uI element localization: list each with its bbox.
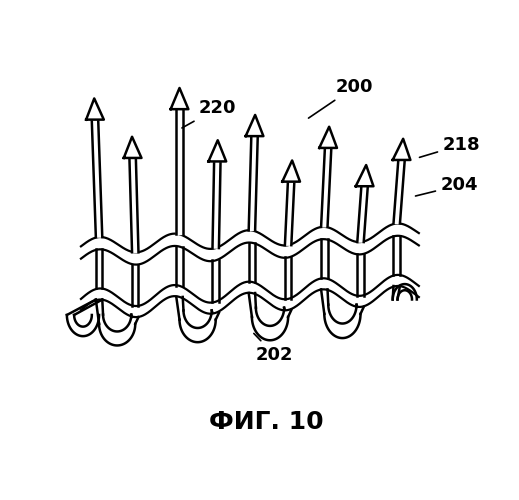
Polygon shape — [319, 126, 337, 148]
Polygon shape — [356, 165, 374, 186]
Polygon shape — [212, 162, 221, 248]
Polygon shape — [282, 160, 300, 182]
Polygon shape — [176, 109, 183, 234]
Polygon shape — [321, 148, 331, 227]
Polygon shape — [285, 182, 294, 245]
Polygon shape — [393, 139, 411, 160]
Polygon shape — [393, 160, 405, 224]
Polygon shape — [357, 186, 368, 242]
Polygon shape — [92, 120, 102, 237]
Polygon shape — [124, 137, 142, 158]
Polygon shape — [249, 136, 258, 230]
Polygon shape — [245, 115, 263, 136]
Polygon shape — [171, 88, 188, 109]
Polygon shape — [176, 246, 183, 286]
Polygon shape — [129, 158, 139, 252]
Polygon shape — [86, 98, 104, 119]
Text: 202: 202 — [254, 334, 293, 364]
Text: 220: 220 — [182, 99, 237, 128]
Polygon shape — [393, 236, 400, 275]
Polygon shape — [249, 243, 255, 282]
Text: 200: 200 — [308, 78, 373, 118]
Polygon shape — [96, 250, 102, 288]
Polygon shape — [212, 260, 219, 302]
Polygon shape — [285, 258, 291, 299]
Polygon shape — [132, 264, 139, 306]
Text: 218: 218 — [419, 136, 481, 158]
Text: ФИГ. 10: ФИГ. 10 — [209, 410, 323, 434]
Polygon shape — [321, 239, 327, 279]
Polygon shape — [209, 140, 226, 162]
Polygon shape — [357, 254, 364, 296]
Text: 204: 204 — [416, 176, 479, 196]
